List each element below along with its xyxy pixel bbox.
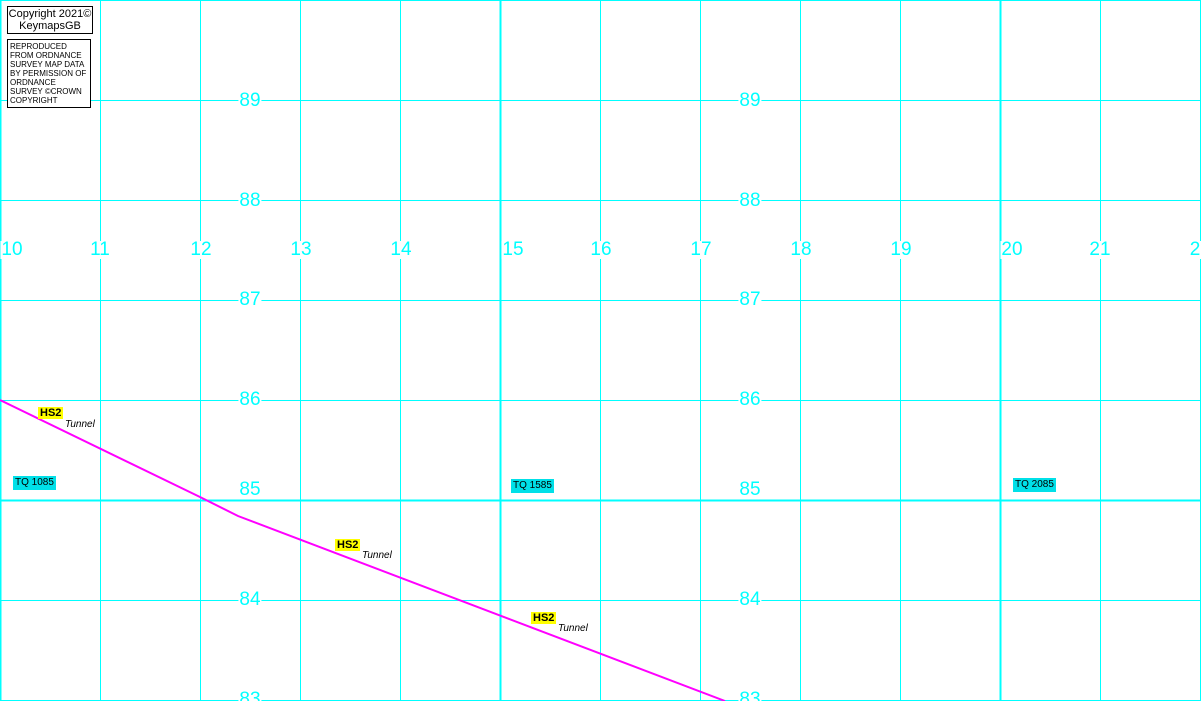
os-permission-box: REPRODUCED FROM ORDNANCE SURVEY MAP DATA… xyxy=(7,39,91,108)
northing-label: 89 xyxy=(238,90,262,111)
northing-label: 87 xyxy=(738,289,762,310)
easting-label: 21 xyxy=(1088,239,1112,260)
copyright-box: Copyright 2021© KeymapsGB xyxy=(7,6,93,34)
grid-square-label: TQ 1085 xyxy=(13,476,56,490)
northing-label: 85 xyxy=(238,479,262,500)
tunnel-label: Tunnel xyxy=(65,419,95,430)
northing-label: 86 xyxy=(238,389,262,410)
easting-label: 2 xyxy=(1188,239,1201,260)
hs2-label: HS2 xyxy=(38,407,64,419)
northing-label: 87 xyxy=(238,289,262,310)
easting-label: 20 xyxy=(1000,239,1024,260)
tunnel-label: Tunnel xyxy=(558,623,588,634)
copyright-text: Copyright 2021© xyxy=(8,8,92,20)
northing-label: 88 xyxy=(738,190,762,211)
easting-label: 11 xyxy=(89,239,111,260)
hs2-label: HS2 xyxy=(531,612,557,624)
easting-label: 14 xyxy=(389,239,413,260)
easting-label: 12 xyxy=(189,239,213,260)
northing-label: 89 xyxy=(738,90,762,111)
northing-label: 84 xyxy=(738,589,762,610)
easting-label: 17 xyxy=(689,239,713,260)
northing-label: 86 xyxy=(738,389,762,410)
northing-label: 83 xyxy=(238,690,262,701)
hs2-label: HS2 xyxy=(335,539,361,551)
northing-label: 88 xyxy=(238,190,262,211)
tunnel-label: Tunnel xyxy=(362,550,392,561)
northing-label: 84 xyxy=(238,589,262,610)
copyright-owner: KeymapsGB xyxy=(19,20,81,32)
northing-label: 83 xyxy=(738,690,762,701)
easting-label: 16 xyxy=(589,239,613,260)
northing-label: 85 xyxy=(738,479,762,500)
easting-label: 10 xyxy=(0,239,24,260)
easting-label: 19 xyxy=(889,239,913,260)
grid-square-label: TQ 2085 xyxy=(1013,478,1056,492)
easting-label: 15 xyxy=(501,239,525,260)
grid-square-label: TQ 1585 xyxy=(511,479,554,493)
hs2-route-line xyxy=(0,399,726,701)
easting-label: 13 xyxy=(289,239,313,260)
easting-label: 18 xyxy=(789,239,813,260)
